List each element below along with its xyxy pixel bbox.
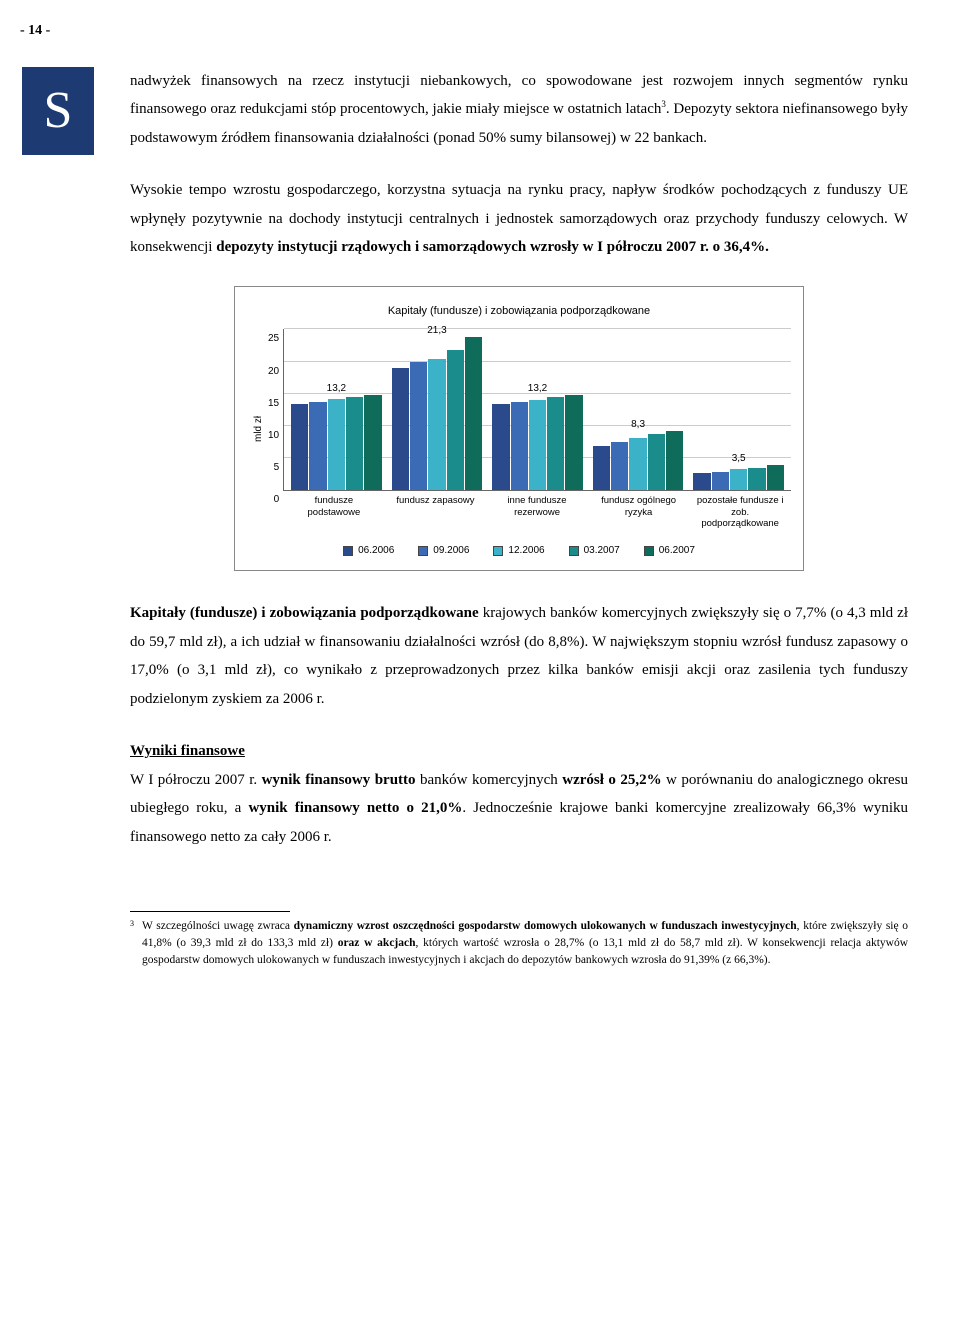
para4-c: banków komercyjnych (416, 772, 563, 788)
chart-plot-area: 13,221,313,28,33,5 (283, 329, 791, 491)
chart-bar (529, 400, 546, 491)
chart-legend-item: 03.2007 (569, 541, 620, 560)
fn-b: dynamiczny wzrost oszczędności gospodars… (294, 920, 797, 932)
chart-bar-group: 13,2 (492, 395, 583, 490)
page-number: - 14 - (0, 0, 960, 67)
section-letter-box: S (22, 67, 94, 155)
chart-bar-group: 21,3 (392, 337, 483, 490)
chart-y-tick: 0 (268, 490, 279, 509)
chart-bar (730, 469, 747, 490)
chart-legend-item: 09.2006 (418, 541, 469, 560)
capital-funds-chart: Kapitały (fundusze) i zobowiązania podpo… (234, 286, 804, 572)
chart-title: Kapitały (fundusze) i zobowiązania podpo… (247, 301, 791, 322)
chart-bar (410, 362, 427, 490)
chart-legend-swatch (343, 546, 353, 556)
para4-f: wynik finansowy netto o 21,0% (248, 800, 462, 816)
chart-bar (428, 359, 445, 490)
chart-legend-label: 06.2007 (659, 541, 695, 560)
chart-bar (648, 434, 665, 490)
chart-bar (547, 397, 564, 491)
chart-legend-label: 09.2006 (433, 541, 469, 560)
chart-legend-swatch (493, 546, 503, 556)
para3-a: Kapitały (fundusze) i zobowiązania podpo… (130, 605, 479, 621)
chart-bar (629, 438, 646, 490)
para4-d: wzrósł o 25,2% (562, 772, 661, 788)
footnote-marker: 3 (130, 918, 134, 968)
chart-bar-group: 13,2 (291, 395, 382, 490)
chart-y-tick: 15 (268, 394, 279, 413)
chart-x-tick-label: pozostałe fundusze i zob. podporządkowan… (694, 495, 785, 529)
fn-d: oraz w akcjach (338, 937, 416, 949)
footnote-rule (130, 911, 290, 912)
chart-bar-value-label: 3,5 (693, 449, 784, 463)
chart-x-axis: fundusze podstawowe fundusz zapasowy inne … (283, 495, 791, 529)
chart-bar (392, 368, 409, 490)
chart-bar (447, 350, 464, 490)
paragraph-4: W I półroczu 2007 r. wynik finansowy bru… (130, 766, 908, 852)
chart-gridline (284, 328, 791, 329)
chart-bar (492, 404, 509, 490)
para4-a: W I półroczu 2007 r. (130, 772, 262, 788)
chart-legend-label: 12.2006 (508, 541, 544, 560)
chart-bar (712, 472, 729, 491)
chart-y-tick: 10 (268, 426, 279, 445)
chart-y-ticks: 25 20 15 10 5 0 (268, 329, 283, 509)
chart-legend-swatch (644, 546, 654, 556)
chart-legend-swatch (418, 546, 428, 556)
chart-bar-group: 8,3 (593, 431, 684, 491)
chart-legend: 06.2006 09.2006 12.2006 03.2007 06.2007 (247, 541, 791, 560)
chart-y-tick: 25 (268, 329, 279, 348)
heading-wyniki-finansowe: Wyniki finansowe (130, 737, 908, 766)
chart-bar (328, 399, 345, 490)
chart-y-tick: 20 (268, 362, 279, 381)
chart-bar (748, 468, 765, 490)
para2-b: depozyty instytucji rządowych i samorząd… (216, 239, 769, 255)
chart-bar-group: 3,5 (693, 465, 784, 490)
chart-legend-label: 06.2006 (358, 541, 394, 560)
main-content: nadwyżek finansowych na rzecz instytucji… (130, 67, 908, 969)
chart-bar-value-label: 21,3 (392, 321, 483, 335)
chart-bar (593, 446, 610, 491)
chart-bar (346, 397, 363, 491)
paragraph-2: Wysokie tempo wzrostu gospodarczego, kor… (130, 176, 908, 262)
chart-x-tick-label: inne fundusze rezerwowe (491, 495, 582, 529)
chart-bar (309, 402, 326, 491)
footnote-body: W szczególności uwagę zwraca dynamiczny … (142, 918, 908, 968)
chart-bar (465, 337, 482, 490)
chart-bar (364, 395, 381, 490)
chart-gridline (284, 361, 791, 362)
paragraph-1: nadwyżek finansowych na rzecz instytucji… (130, 67, 908, 153)
chart-bar (291, 404, 308, 490)
chart-x-tick-label: fundusz ogólnego ryzyka (593, 495, 684, 529)
heading-wyniki-text: Wyniki finansowe (130, 743, 245, 759)
chart-legend-item: 06.2007 (644, 541, 695, 560)
chart-legend-item: 12.2006 (493, 541, 544, 560)
chart-bar-value-label: 13,2 (492, 379, 583, 393)
chart-bar (565, 395, 582, 490)
chart-bar (693, 473, 710, 490)
chart-x-tick-label: fundusz zapasowy (390, 495, 481, 529)
footnote-3: 3 W szczególności uwagę zwraca dynamiczn… (130, 918, 908, 968)
chart-y-tick: 5 (268, 458, 279, 477)
para4-b: wynik finansowy brutto (262, 772, 416, 788)
chart-legend-label: 03.2007 (584, 541, 620, 560)
fn-a: W szczególności uwagę zwraca (142, 920, 294, 932)
chart-y-axis-label: mld zł (247, 329, 268, 529)
paragraph-3: Kapitały (fundusze) i zobowiązania podpo… (130, 599, 908, 713)
chart-bar (611, 442, 628, 490)
chart-bar (767, 465, 784, 490)
chart-x-tick-label: fundusze podstawowe (288, 495, 379, 529)
chart-bar (666, 431, 683, 491)
chart-bar-value-label: 13,2 (291, 379, 382, 393)
chart-bar (511, 402, 528, 490)
chart-legend-item: 06.2006 (343, 541, 394, 560)
chart-legend-swatch (569, 546, 579, 556)
chart-bar-value-label: 8,3 (593, 415, 684, 429)
